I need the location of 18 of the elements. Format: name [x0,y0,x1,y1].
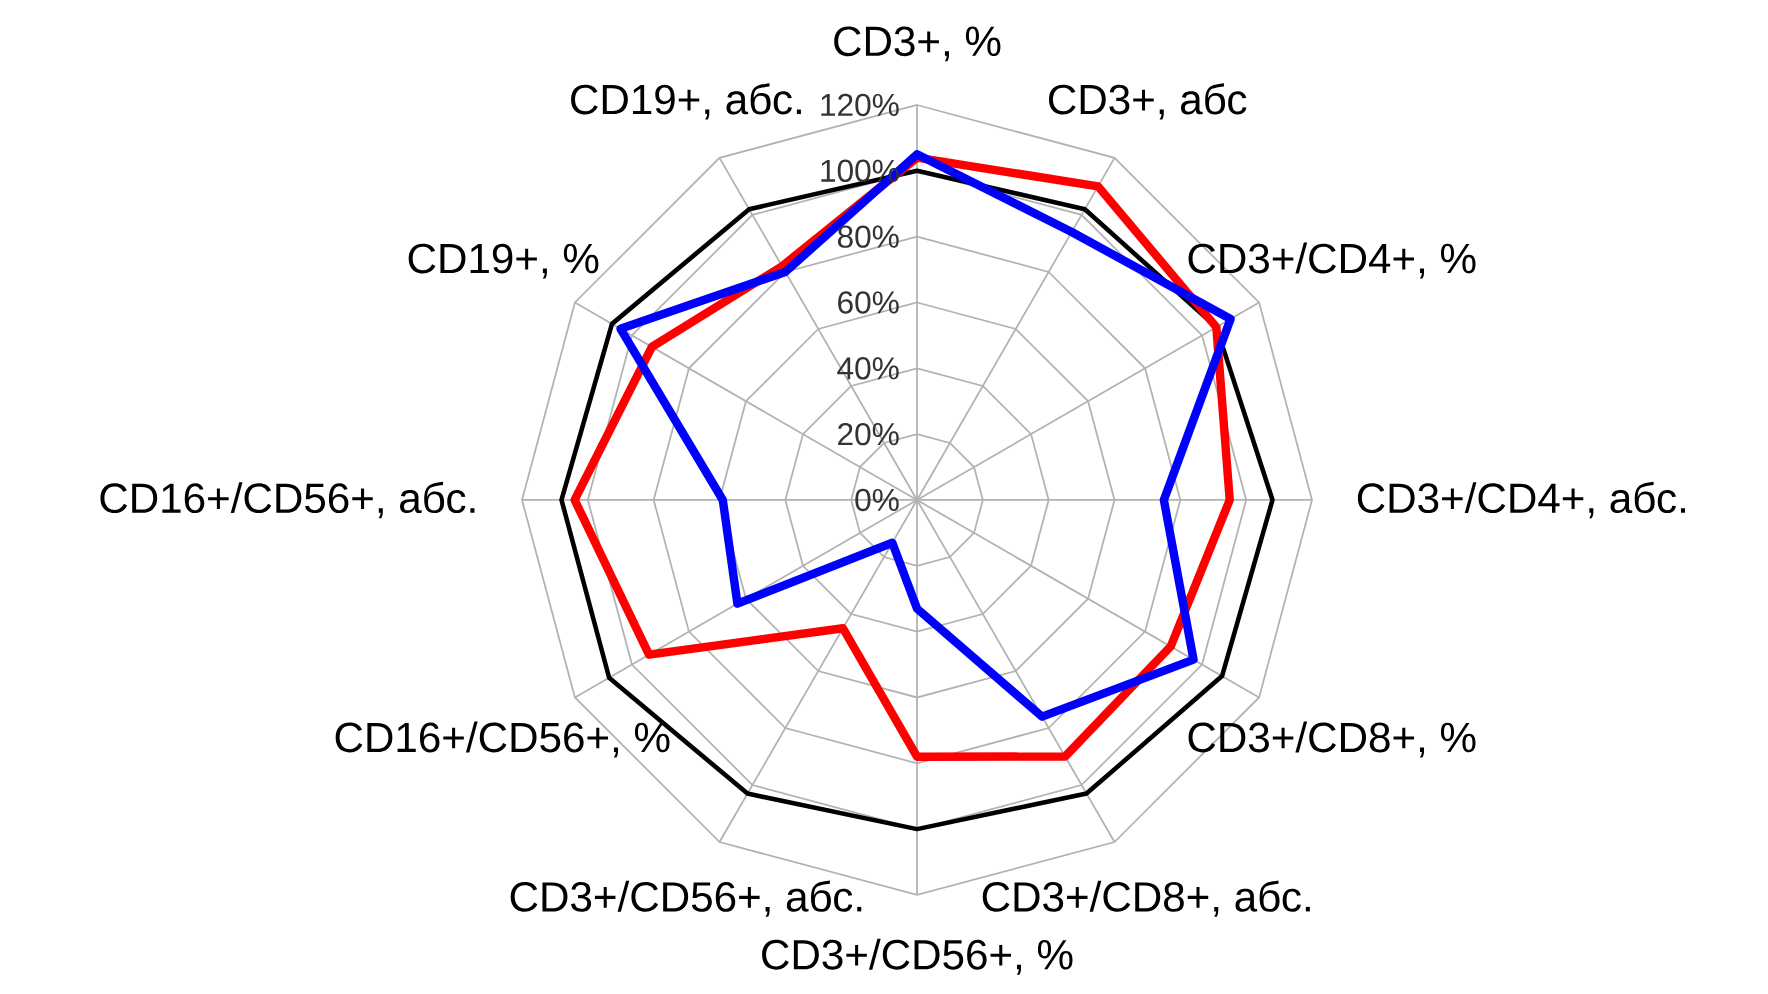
spoke-label: CD3+/CD8+, % [1188,721,1476,758]
spoke-label: CD16+/CD56+, % [335,721,670,758]
y-tick-label: 40% [837,357,899,380]
spoke-label: CD3+, % [834,26,1001,62]
y-tick-label: 20% [838,422,899,446]
spoke-label: CD3+/CD56+, % [762,938,1073,975]
y-tick-label: 120% [821,93,899,117]
y-tick-label: 80% [837,225,899,248]
spoke-label: CD3+/CD56+, абс. [510,880,862,917]
spoke-label: CD3+/CD4+, % [1188,242,1476,279]
spoke-label: CD3+/CD8+, абс. [982,880,1310,917]
spoke-label: CD16+/CD56+, абс. [100,481,475,519]
spoke-label: CD19+, % [408,243,599,279]
y-tick-label: 0% [855,488,899,512]
spoke-label: CD19+, абс. [571,83,801,120]
y-tick-label: 60% [838,291,899,314]
spoke-label: CD3+/CD4+, абс. [1357,481,1685,519]
spoke-label: CD3+, абс [1049,83,1247,120]
